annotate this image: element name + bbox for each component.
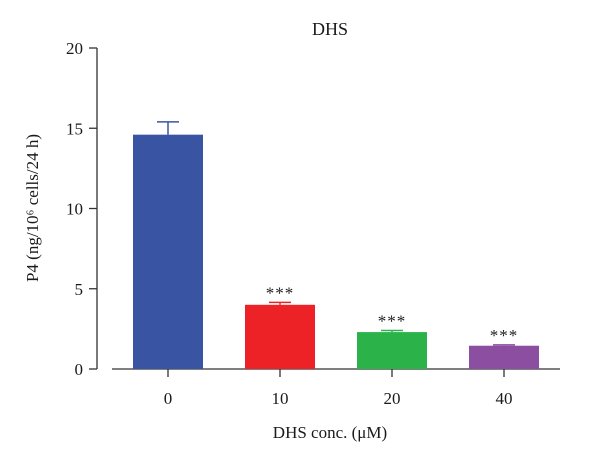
x-tick-label: 0 bbox=[164, 389, 173, 408]
significance-label: *** bbox=[490, 326, 519, 345]
x-tick-label: 20 bbox=[384, 389, 401, 408]
significance-label: *** bbox=[266, 283, 295, 302]
y-axis: 0 5 10 15 20 bbox=[66, 39, 98, 379]
x-axis: 0 10 20 40 bbox=[112, 368, 560, 408]
bar bbox=[357, 332, 427, 369]
x-tick-label: 10 bbox=[272, 389, 289, 408]
y-axis-label: P4 (ng/10⁶ cells/24 h) bbox=[23, 134, 42, 282]
y-tick-label: 5 bbox=[75, 280, 84, 299]
y-tick-label: 20 bbox=[66, 39, 83, 58]
x-tick-label: 40 bbox=[496, 389, 513, 408]
bar bbox=[469, 345, 539, 369]
y-tick-label: 15 bbox=[66, 119, 83, 138]
y-tick-label: 10 bbox=[66, 200, 83, 219]
chart-title: DHS bbox=[312, 19, 348, 39]
y-tick-label: 0 bbox=[75, 360, 84, 379]
bars-group: *** *** *** bbox=[133, 121, 539, 369]
bar bbox=[245, 304, 315, 369]
x-axis-label: DHS conc. (μM) bbox=[273, 423, 387, 442]
significance-label: *** bbox=[378, 311, 407, 330]
bar bbox=[133, 134, 203, 369]
